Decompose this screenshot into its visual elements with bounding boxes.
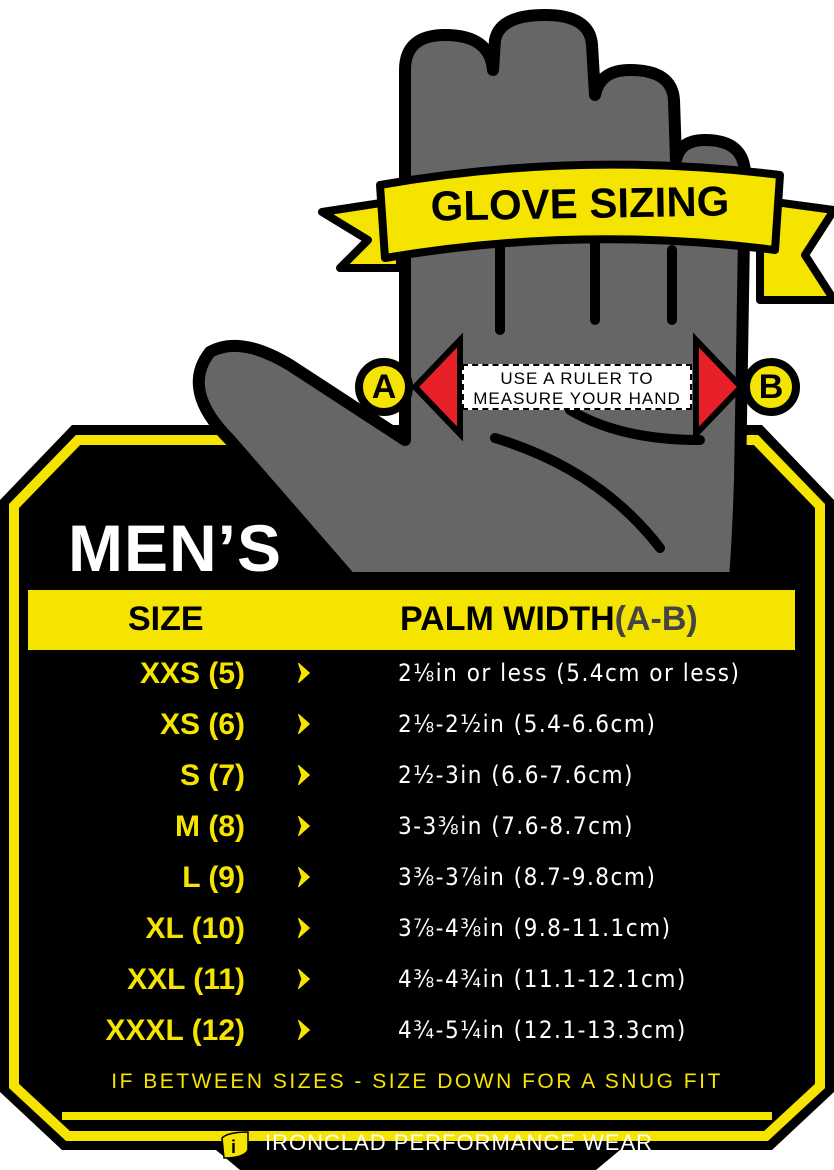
- chevron-right-icon: [298, 918, 310, 938]
- chevron-right-icon: [298, 714, 310, 734]
- palm-width-value: 3⅜-3⅞in (8.7-9.8cm): [398, 863, 657, 891]
- table-row: XXS (5) 2⅛in or less (5.4cm or less): [28, 650, 795, 697]
- size-label: M (8): [175, 810, 245, 843]
- chevron-right-icon: [298, 765, 310, 785]
- chevron-right-icon: [298, 1020, 310, 1040]
- svg-text:i: i: [231, 1137, 236, 1157]
- table-row: L (9) 3⅜-3⅞in (8.7-9.8cm): [28, 854, 795, 901]
- chevron-right-icon: [298, 867, 310, 887]
- size-label: L (9): [182, 861, 245, 894]
- palm-width-value: 3⅞-4⅜in (9.8-11.1cm): [398, 914, 672, 942]
- size-label: XS (6): [159, 708, 245, 741]
- header-palm-suffix: (A-B): [614, 600, 698, 638]
- chevron-right-icon: [298, 969, 310, 989]
- table-row: XS (6) 2⅛-2½in (5.4-6.6cm): [28, 701, 795, 748]
- table-row: S (7) 2½-3in (6.6-7.6cm): [28, 752, 795, 799]
- table-row: XL (10) 3⅞-4⅜in (9.8-11.1cm): [28, 905, 795, 952]
- size-label: XXS (5): [139, 657, 245, 690]
- table-row: XXL (11) 4⅜-4¾in (11.1-12.1cm): [28, 956, 795, 1003]
- instruction-line-2: MEASURE YOUR HAND: [473, 389, 681, 408]
- header-size: SIZE: [128, 600, 204, 638]
- ruler-instruction: USE A RULER TO MEASURE YOUR HAND: [462, 364, 692, 410]
- chevron-right-icon: [298, 816, 310, 836]
- size-label: S (7): [179, 759, 245, 792]
- instruction-line-1: USE A RULER TO: [500, 369, 654, 388]
- palm-width-value: 2½-3in (6.6-7.6cm): [398, 761, 634, 789]
- brand-name: IRONCLAD PERFORMANCE WEAR: [265, 1130, 654, 1155]
- palm-width-value: 2⅛-2½in (5.4-6.6cm): [398, 710, 657, 738]
- measure-arrows: [410, 332, 746, 442]
- chart-title: MEN’S: [68, 511, 283, 585]
- hand-illustration: [192, 9, 751, 584]
- palm-width-value: 2⅛in or less (5.4cm or less): [398, 659, 741, 687]
- chevron-right-icon: [298, 663, 310, 683]
- banner-title: GLOVE SIZING: [430, 177, 730, 230]
- palm-width-value: 3-3⅜in (7.6-8.7cm): [398, 812, 634, 840]
- sizing-tip: IF BETWEEN SIZES - SIZE DOWN FOR A SNUG …: [111, 1070, 723, 1093]
- table-row: XXXL (12) 4¾-5¼in (12.1-13.3cm): [28, 1007, 795, 1054]
- palm-width-value: 4⅜-4¾in (11.1-12.1cm): [398, 965, 687, 993]
- size-table: XXS (5) 2⅛in or less (5.4cm or less) XS (6…: [28, 650, 795, 1058]
- header-palm-label: PALM WIDTH: [400, 600, 615, 638]
- ironclad-logo-icon: i: [221, 1131, 249, 1159]
- banner-ribbon: [318, 160, 834, 304]
- header-band: [28, 590, 795, 646]
- header-palm-width: PALM WIDTH(A-B): [400, 594, 698, 644]
- size-label: XXXL (12): [105, 1014, 246, 1047]
- point-a-marker: A: [355, 358, 413, 416]
- point-b-marker: B: [742, 358, 800, 416]
- size-label: XL (10): [145, 912, 245, 945]
- table-row: M (8) 3-3⅜in (7.6-8.7cm): [28, 803, 795, 850]
- size-label: XXL (11): [127, 963, 245, 996]
- palm-width-value: 4¾-5¼in (12.1-13.3cm): [398, 1016, 687, 1044]
